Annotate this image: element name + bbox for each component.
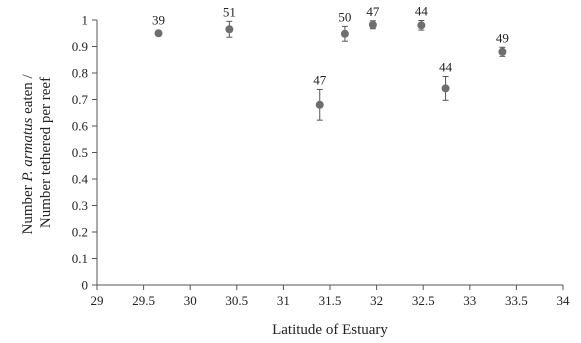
data-point-group: 50 xyxy=(338,9,351,42)
y-ticks: 0 0.1 0.2 0.3 0.4 0.5 0.6 0.7 0.8 0.9 1 xyxy=(72,13,97,293)
data-point xyxy=(225,25,234,34)
axes xyxy=(96,20,563,286)
data-label: 47 xyxy=(313,72,327,87)
data-point-group: 39 xyxy=(152,12,165,38)
data-point xyxy=(315,100,324,109)
data-point xyxy=(368,20,377,29)
data-point xyxy=(417,21,426,30)
y-tick-label: 0.1 xyxy=(72,251,88,266)
data-label: 39 xyxy=(152,12,165,27)
x-tick-label: 32 xyxy=(370,293,383,308)
data-label: 49 xyxy=(496,30,509,45)
y-axis-title-suffix: eaten / xyxy=(20,73,36,117)
y-axis-title: Number P. armatus eaten / Number tethere… xyxy=(20,71,54,235)
data-label: 44 xyxy=(415,4,429,19)
data-point xyxy=(441,84,450,93)
data-point-group: 44 xyxy=(415,4,429,31)
x-axis-title: Latitude of Estuary xyxy=(272,322,388,338)
x-tick-label: 31 xyxy=(277,293,290,308)
data-label: 44 xyxy=(439,59,453,74)
y-tick-label: 0.2 xyxy=(72,225,88,240)
y-axis-title-line1: Number P. armatus eaten / xyxy=(20,71,36,235)
y-tick-label: 0.3 xyxy=(72,198,88,213)
y-tick-label: 0.9 xyxy=(72,39,88,54)
x-tick-label: 33.5 xyxy=(505,293,528,308)
data-point-group: 44 xyxy=(439,59,453,101)
y-tick-label: 0.7 xyxy=(72,92,89,107)
x-tick-label: 33 xyxy=(463,293,476,308)
data-point-group: 49 xyxy=(496,30,509,57)
data-point xyxy=(154,29,163,38)
x-tick-label: 29.5 xyxy=(132,293,155,308)
x-tick-label: 34 xyxy=(557,293,571,308)
data-point-group: 47 xyxy=(313,72,327,121)
data-point-group: 47 xyxy=(366,4,380,30)
data-point-group: 51 xyxy=(223,4,236,38)
x-tick-label: 29 xyxy=(91,293,104,308)
y-tick-label: 0 xyxy=(82,278,89,293)
y-tick-label: 1 xyxy=(82,13,89,28)
x-tick-label: 30 xyxy=(184,293,197,308)
x-tick-label: 31.5 xyxy=(319,293,342,308)
y-axis-title-line2: Number tethered per reef xyxy=(38,77,54,228)
data-point xyxy=(498,47,507,56)
y-tick-label: 0.4 xyxy=(72,172,89,187)
x-tick-label: 32.5 xyxy=(412,293,435,308)
y-tick-label: 0.5 xyxy=(72,145,88,160)
y-axis-title-species: P. armatus xyxy=(20,117,36,182)
data-label: 47 xyxy=(366,4,380,19)
y-tick-label: 0.8 xyxy=(72,66,88,81)
y-tick-label: 0.6 xyxy=(72,119,89,134)
data-label: 50 xyxy=(338,9,351,24)
x-ticks: 29 29.5 30 30.5 31 31.5 32 32.5 33 33.5 34 xyxy=(91,285,571,308)
data-points: 39 51 47 50 47 44 44 49 xyxy=(152,4,509,121)
x-tick-label: 30.5 xyxy=(225,293,248,308)
data-label: 51 xyxy=(223,4,236,19)
y-axis-title-prefix: Number xyxy=(20,182,36,235)
data-point xyxy=(340,29,349,38)
